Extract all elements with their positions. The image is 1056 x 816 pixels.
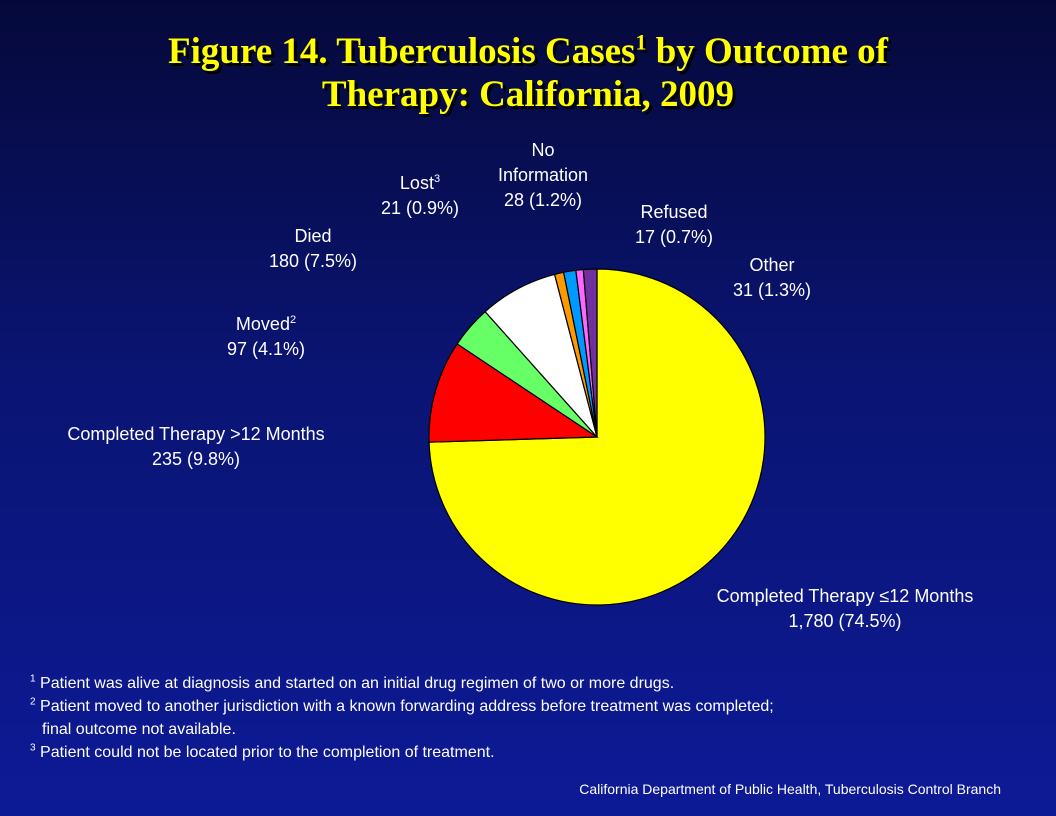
source-credit: California Department of Public Health, …: [579, 781, 1001, 797]
label-moved: Moved2 97 (4.1%): [226, 314, 306, 359]
label-no-information: No Information 28 (1.2%): [497, 140, 589, 210]
footnote-2: 2 Patient moved to another jurisdiction …: [30, 696, 774, 715]
footnotes: 1 Patient was alive at diagnosis and sta…: [30, 672, 774, 764]
footnote-2-continued: final outcome not available.: [42, 721, 236, 738]
label-other: Other 31 (1.3%): [732, 255, 812, 300]
footnote-3: 3 Patient could not be located prior to …: [30, 742, 495, 761]
label-completed-le12: Completed Therapy ≤12 Months 1,780 (74.5…: [716, 586, 974, 631]
label-died: Died 180 (7.5%): [268, 226, 358, 271]
label-lost: Lost3 21 (0.9%): [380, 173, 460, 218]
title-line-1: Figure 14. Tuberculosis Cases1 by Outcom…: [168, 29, 888, 72]
footnote-1: 1 Patient was alive at diagnosis and sta…: [30, 673, 675, 692]
title-line-2: Therapy: California, 2009: [321, 74, 735, 115]
label-refused: Refused 17 (0.7%): [634, 202, 714, 247]
pie-slice-completed-therapy-12-months: [428, 268, 766, 606]
chart-title: Figure 14. Tuberculosis Cases1 by Outcom…: [0, 30, 1056, 116]
pie-slice-completed-therapy-12-months: [428, 343, 599, 443]
pie-slice-other: [582, 268, 598, 438]
label-completed-gt12: Completed Therapy >12 Months 235 (9.8%): [67, 424, 325, 469]
